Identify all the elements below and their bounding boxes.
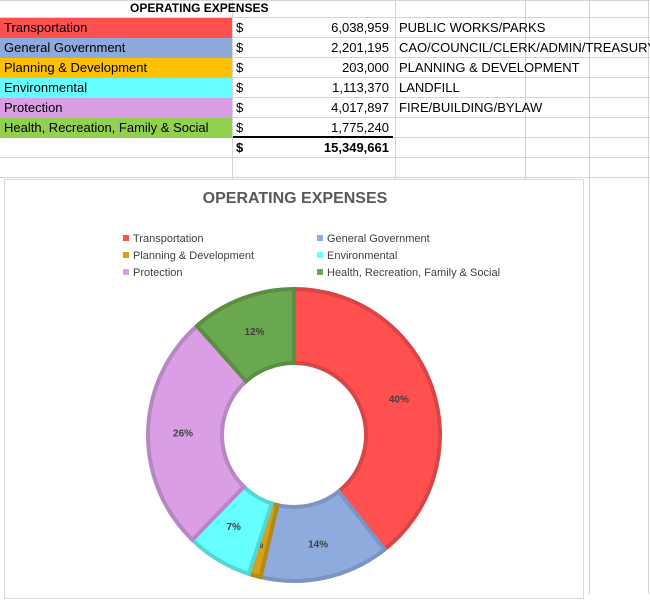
legend-entry[interactable]: Environmental bbox=[317, 249, 397, 263]
legend-swatch bbox=[123, 235, 129, 242]
slice-percent-label[interactable]: 12% bbox=[245, 327, 265, 338]
total-amount[interactable]: 15,349,661 bbox=[323, 140, 389, 155]
donut-slice[interactable] bbox=[194, 286, 296, 385]
total-currency-symbol[interactable]: $ bbox=[236, 140, 244, 155]
slice-percent-label[interactable]: 14% bbox=[308, 539, 328, 550]
slice-percent-label[interactable]: 26% bbox=[173, 429, 193, 440]
row-label[interactable]: Protection bbox=[0, 98, 232, 118]
row-currency-symbol[interactable]: $ bbox=[236, 60, 244, 75]
legend-swatch bbox=[317, 235, 323, 242]
legend-swatch bbox=[317, 252, 323, 259]
row-amount[interactable]: 4,017,897 bbox=[331, 100, 389, 115]
legend-label: General Government bbox=[327, 233, 430, 245]
row-currency-symbol[interactable]: $ bbox=[236, 100, 244, 115]
legend-label: Health, Recreation, Family & Social bbox=[327, 267, 501, 279]
row-currency-symbol[interactable]: $ bbox=[236, 80, 244, 95]
row-description[interactable]: CAO/COUNCIL/CLERK/ADMIN/TREASURY bbox=[399, 40, 650, 55]
row-amount[interactable]: 203,000 bbox=[342, 60, 389, 75]
row-label[interactable]: General Government bbox=[0, 38, 232, 58]
row-description[interactable]: LANDFILL bbox=[399, 80, 460, 95]
row-currency-symbol[interactable]: $ bbox=[236, 20, 244, 35]
legend-entry[interactable]: General Government bbox=[317, 232, 430, 246]
row-description[interactable]: PUBLIC WORKS/PARKS bbox=[399, 20, 546, 35]
legend-swatch bbox=[123, 269, 129, 276]
legend-label: Environmental bbox=[327, 250, 398, 262]
row-currency-symbol[interactable]: $ bbox=[236, 40, 244, 55]
chart-object[interactable]: OPERATING EXPENSES Transportation General… bbox=[4, 179, 584, 599]
row-label[interactable]: Environmental bbox=[0, 78, 232, 98]
donut-slice[interactable] bbox=[292, 286, 442, 553]
row-description[interactable]: PLANNING & DEVELOPMENT bbox=[399, 60, 580, 75]
legend-entry[interactable]: Protection bbox=[123, 266, 183, 280]
legend-label: Planning & Development bbox=[133, 250, 255, 262]
legend-swatch bbox=[123, 252, 129, 259]
legend-entry[interactable]: Planning & Development bbox=[123, 249, 254, 263]
legend-swatch bbox=[317, 269, 323, 276]
total-underline bbox=[233, 136, 393, 138]
slice-percent-label[interactable]: 40% bbox=[389, 395, 409, 406]
legend-entry[interactable]: Transportation bbox=[123, 232, 204, 246]
donut-slice[interactable] bbox=[146, 323, 249, 543]
row-amount[interactable]: 6,038,959 bbox=[331, 20, 389, 35]
row-label[interactable]: Transportation bbox=[0, 18, 232, 38]
donut-chart[interactable]: 40%14%1%7%26%12% bbox=[5, 180, 585, 600]
sheet-title[interactable]: OPERATING EXPENSES bbox=[130, 1, 269, 15]
row-currency-symbol[interactable]: $ bbox=[236, 120, 244, 135]
row-description[interactable]: FIRE/BUILDING/BYLAW bbox=[399, 100, 543, 115]
legend-label: Protection bbox=[133, 267, 183, 279]
row-amount[interactable]: 1,775,240 bbox=[331, 120, 389, 135]
row-label[interactable]: Planning & Development bbox=[0, 58, 232, 78]
slice-percent-label[interactable]: 7% bbox=[226, 522, 241, 533]
legend-entry[interactable]: Health, Recreation, Family & Social bbox=[317, 266, 500, 280]
row-amount[interactable]: 2,201,195 bbox=[331, 40, 389, 55]
row-label[interactable]: Health, Recreation, Family & Social bbox=[0, 118, 232, 138]
row-amount[interactable]: 1,113,370 bbox=[332, 80, 389, 95]
chart-title[interactable]: OPERATING EXPENSES bbox=[202, 190, 388, 207]
legend-label: Transportation bbox=[133, 233, 204, 245]
